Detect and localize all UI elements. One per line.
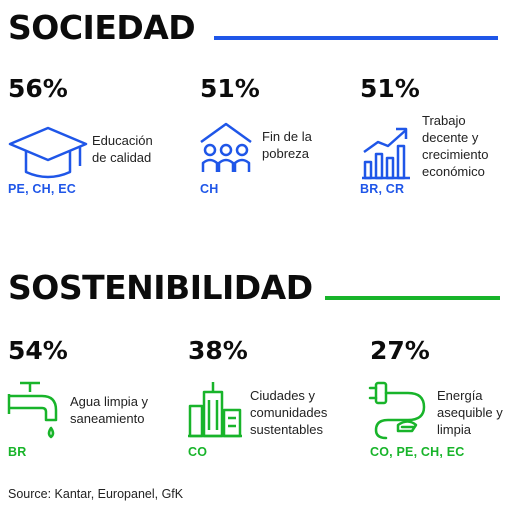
country-codes: BR, CR	[360, 182, 405, 196]
stat-value: 38%	[188, 336, 248, 365]
section-divider-sociedad	[214, 36, 498, 40]
growth-chart-icon	[360, 124, 412, 187]
country-codes: CO, PE, CH, EC	[370, 445, 465, 459]
country-codes: CO	[188, 445, 208, 459]
stat-value: 54%	[8, 336, 68, 365]
item-label: Educación de calidad	[92, 133, 153, 165]
energy-plug-icon	[368, 380, 432, 447]
graduation-cap-icon	[8, 122, 88, 187]
source-note: Source: Kantar, Europanel, GfK	[8, 487, 184, 501]
country-codes: BR	[8, 445, 27, 459]
item-label: Energía asequible y limpia	[437, 388, 503, 437]
people-house-icon	[198, 120, 254, 185]
item-label: Agua limpia y saneamiento	[70, 394, 149, 426]
item-label: Trabajo decente y crecimiento económico	[422, 113, 489, 179]
section-title-sociedad: SOCIEDAD	[8, 8, 196, 47]
city-buildings-icon	[186, 378, 244, 445]
country-codes: PE, CH, EC	[8, 182, 76, 196]
water-tap-icon	[6, 380, 62, 447]
stat-value: 51%	[360, 74, 420, 103]
section-divider-sostenibilidad	[325, 296, 500, 300]
country-codes: CH	[200, 182, 219, 196]
stat-value: 27%	[370, 336, 430, 365]
stat-value: 51%	[200, 74, 260, 103]
section-title-sostenibilidad: SOSTENIBILIDAD	[8, 268, 313, 307]
stat-value: 56%	[8, 74, 68, 103]
item-label: Fin de la pobreza	[262, 129, 312, 161]
item-label: Ciudades y comunidades sustentables	[250, 388, 328, 437]
